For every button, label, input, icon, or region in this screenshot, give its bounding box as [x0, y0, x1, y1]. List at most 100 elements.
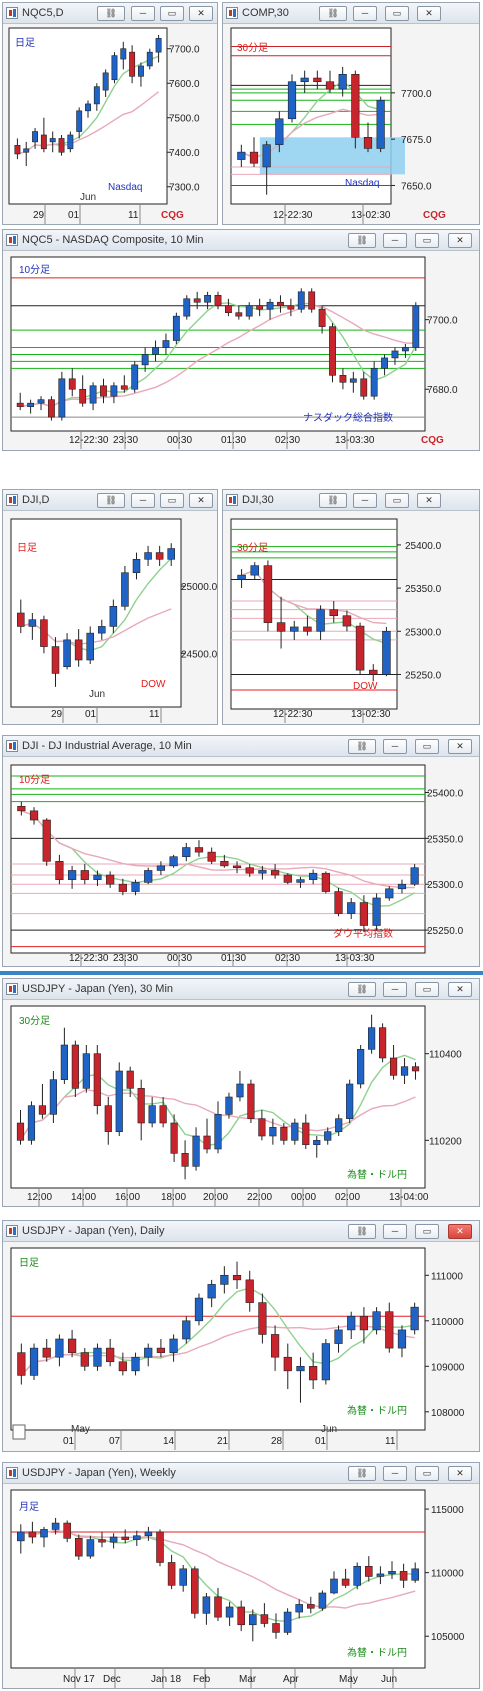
- x-tick-label: 16:00: [115, 1192, 140, 1203]
- candle-body: [325, 81, 335, 90]
- candle-body: [346, 1083, 354, 1119]
- minimize-button[interactable]: ─: [383, 1466, 407, 1481]
- candle-body: [316, 609, 325, 632]
- title-bar[interactable]: DJI - DJ Industrial Average, 10 Min ⛓ ─ …: [3, 736, 479, 757]
- link-icon[interactable]: ⛓: [97, 6, 125, 21]
- month-note: Jun: [321, 1424, 337, 1435]
- moving-average-line: [20, 304, 416, 408]
- y-tick-label: 7675.0: [401, 135, 432, 146]
- candle-body: [141, 354, 149, 366]
- close-button[interactable]: ✕: [448, 739, 472, 754]
- chart-usdjpy-weekly[interactable]: 月足 為替・ドル円 115000 110000 105000 Nov 17 Dec Jan…: [3, 1484, 479, 1688]
- chart-app-icon: [226, 494, 238, 506]
- minimize-button[interactable]: ─: [383, 739, 407, 754]
- title-bar[interactable]: COMP,30 ⛓ ─ ▭ ✕: [223, 3, 479, 24]
- candle-body: [146, 51, 153, 67]
- candle-body: [369, 669, 378, 675]
- candle-body: [385, 1311, 394, 1349]
- title-bar[interactable]: USDJPY - Japan (Yen), Daily ⛓ ─ ▭ ✕: [3, 1221, 479, 1242]
- candle-body: [334, 1329, 343, 1344]
- link-icon[interactable]: ⛓: [348, 1224, 376, 1239]
- chart-nqc5-daily[interactable]: 日足 Nasdaq Jun 7700.0 7600.0 7500.0 7400.0 73…: [3, 24, 217, 224]
- x-tick-label: 29: [51, 709, 63, 720]
- maximize-button[interactable]: ▭: [415, 1224, 439, 1239]
- instrument-tag: 為替・ドル円: [347, 1404, 407, 1417]
- x-tick-label: 29: [33, 210, 45, 221]
- maximize-button[interactable]: ▭: [415, 739, 439, 754]
- maximize-button[interactable]: ▭: [415, 233, 439, 248]
- link-icon[interactable]: ⛓: [348, 1466, 376, 1481]
- candle-body: [308, 291, 316, 310]
- link-icon[interactable]: ⛓: [348, 233, 376, 248]
- candle-body: [67, 134, 74, 150]
- x-tick-label: 01: [85, 709, 97, 720]
- candle-body: [167, 548, 175, 560]
- candle-body: [40, 134, 47, 150]
- chart-nqc5-10min[interactable]: 10分足 ナスダック総合指数 7700.0 7680.0 12-22:30 23:30…: [3, 251, 479, 450]
- x-tick-label: 00:30: [167, 435, 192, 446]
- title-bar[interactable]: NQC5,D ⛓ ─ ▭ ✕: [3, 3, 217, 24]
- chart-usdjpy-daily[interactable]: 日足 為替・ドル円 May Jun 111000 110000 109000 1080…: [3, 1242, 479, 1451]
- title-bar[interactable]: USDJPY - Japan (Yen), Weekly ⛓ ─ ▭ ✕: [3, 1463, 479, 1484]
- candle-body: [355, 625, 365, 671]
- minimize-button[interactable]: ─: [383, 982, 407, 997]
- candle-body: [389, 1057, 398, 1076]
- y-tick-label: 7300.0: [169, 183, 200, 194]
- candle-body: [283, 874, 292, 883]
- title-bar[interactable]: DJI,30 ⛓ ─ ▭ ✕: [223, 490, 479, 511]
- title-bar[interactable]: DJI,D ⛓ ─ ▭ ✕: [3, 490, 217, 511]
- candle-body: [388, 1571, 396, 1575]
- scroll-box[interactable]: [12, 1424, 26, 1440]
- candle-body: [339, 375, 347, 383]
- candle-body: [399, 1571, 408, 1581]
- minimize-button[interactable]: ─: [131, 6, 155, 21]
- title-bar[interactable]: NQC5 - NASDAQ Composite, 10 Min ⛓ ─ ▭ ✕: [3, 230, 479, 251]
- chart-usdjpy-30min[interactable]: 30分足 為替・ドル円 110400 110200 12:00 14:00 16:00 1…: [3, 1000, 479, 1206]
- minimize-button[interactable]: ─: [383, 1224, 407, 1239]
- close-button[interactable]: ✕: [189, 493, 213, 508]
- link-icon[interactable]: ⛓: [319, 6, 347, 21]
- link-icon[interactable]: ⛓: [348, 982, 376, 997]
- close-button[interactable]: ✕: [417, 6, 441, 21]
- maximize-button[interactable]: ▭: [385, 493, 409, 508]
- x-tick-label: Nov 17: [63, 1674, 95, 1685]
- minimize-button[interactable]: ─: [353, 493, 377, 508]
- maximize-button[interactable]: ▭: [415, 982, 439, 997]
- title-bar[interactable]: USDJPY - Japan (Yen), 30 Min ⛓ ─ ▭ ✕: [3, 979, 479, 1000]
- window-dji-30min: DJI,30 ⛓ ─ ▭ ✕ 30分足 DOW 25400.0 25350.0 25…: [222, 489, 480, 725]
- chart-comp-30min[interactable]: 30分足 Nasdaq 7700.0 7675.0 7650.0 12-22:30 13…: [223, 24, 479, 224]
- chart-dji-10min[interactable]: 10分足 ダウ平均指数 25400.0 25350.0 25300.0 25250.0…: [3, 757, 479, 966]
- link-icon[interactable]: ⛓: [97, 493, 125, 508]
- x-tick-label: 12-22:30: [273, 210, 313, 221]
- candle-body: [391, 350, 399, 359]
- close-button[interactable]: ✕: [448, 233, 472, 248]
- minimize-button[interactable]: ─: [131, 493, 155, 508]
- close-button[interactable]: ✕: [448, 1466, 472, 1481]
- candle-body: [58, 378, 66, 418]
- month-note: Jun: [89, 689, 105, 700]
- maximize-button[interactable]: ▭: [385, 6, 409, 21]
- instrument-tag: ダウ平均指数: [333, 927, 393, 940]
- candle-body: [245, 1279, 254, 1303]
- x-tick-label: Dec: [103, 1674, 121, 1685]
- candle-body: [262, 144, 271, 168]
- candle-body: [109, 1536, 118, 1543]
- minimize-button[interactable]: ─: [383, 233, 407, 248]
- chart-dji-30min[interactable]: 30分足 DOW 25400.0 25350.0 25300.0 25250.0 12-…: [223, 511, 479, 724]
- chart-dji-daily[interactable]: 日足 DOW Jun 25000.0 24500.0 29 01 11: [3, 511, 217, 724]
- maximize-button[interactable]: ▭: [160, 6, 184, 21]
- close-button[interactable]: ✕: [189, 6, 213, 21]
- link-icon[interactable]: ⛓: [348, 739, 376, 754]
- maximize-button[interactable]: ▭: [160, 493, 184, 508]
- candle-body: [27, 402, 35, 407]
- candle-body: [382, 630, 391, 675]
- candle-body: [14, 145, 21, 155]
- link-icon[interactable]: ⛓: [319, 493, 347, 508]
- month-note: Jun: [80, 192, 96, 203]
- close-button[interactable]: ✕: [448, 982, 472, 997]
- close-button[interactable]: ✕: [448, 1224, 472, 1239]
- maximize-button[interactable]: ▭: [415, 1466, 439, 1481]
- panel-separator: [0, 971, 483, 975]
- close-button[interactable]: ✕: [417, 493, 441, 508]
- minimize-button[interactable]: ─: [353, 6, 377, 21]
